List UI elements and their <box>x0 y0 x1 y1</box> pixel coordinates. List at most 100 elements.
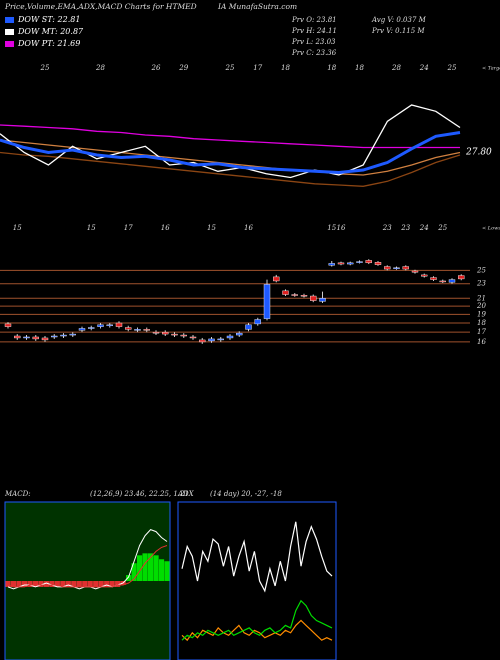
legend-label: DOW ST: 22.81 <box>17 15 80 24</box>
candle-body <box>134 329 141 331</box>
target-label: 25 <box>447 64 457 72</box>
candle-body <box>152 331 160 334</box>
candle-body <box>337 262 345 265</box>
histogram-bar <box>164 561 170 581</box>
volume-stat: Prv V: 0.115 M <box>371 27 425 35</box>
candle-body <box>171 333 178 336</box>
series-line <box>7 545 168 588</box>
series-line <box>0 131 461 175</box>
candle-body <box>328 263 335 266</box>
y-tick-label: 23 <box>476 280 486 288</box>
chart-title: Price,Volume,EMA,ADX,MACD Charts for HTM… <box>4 2 197 11</box>
histogram-bar <box>32 581 39 587</box>
candle-body <box>115 322 123 327</box>
candle-body <box>23 336 30 339</box>
candle-body <box>88 327 95 329</box>
candle-body <box>430 277 437 280</box>
candle-body <box>180 334 187 337</box>
x-tick-label: 24 <box>419 224 429 232</box>
candle-body <box>4 323 12 327</box>
histogram-bar <box>16 581 22 587</box>
candle-body <box>78 328 86 331</box>
histogram-bar <box>65 581 71 587</box>
histogram-bar <box>76 581 82 587</box>
histogram-bar <box>142 553 148 581</box>
y-tick-label: 17 <box>477 328 486 336</box>
candle-body <box>226 335 234 339</box>
target-label: 28 <box>95 64 105 72</box>
histogram-bar <box>43 581 49 587</box>
note: < Targe <box>482 66 500 72</box>
panel-params: (14 day) 20, -27, -18 <box>210 490 282 498</box>
candle-body <box>97 324 104 327</box>
candle-body <box>310 295 317 301</box>
histogram-bar <box>136 555 143 581</box>
y-tick-label: 18 <box>477 319 486 327</box>
legend-label: DOW MT: 20.87 <box>17 27 84 36</box>
histogram-bar <box>98 581 104 587</box>
series-line <box>181 599 333 641</box>
candle-body <box>384 266 391 270</box>
target-label: 18 <box>355 64 364 72</box>
x-tick-label: 16 <box>337 224 346 232</box>
prev-stat: Prv C: 23.36 <box>291 49 337 57</box>
target-label: 18 <box>327 64 336 72</box>
x-tick-label: 15 <box>13 224 22 232</box>
histogram-bar <box>131 563 137 581</box>
end-label: 27.80 <box>465 148 492 158</box>
series-line <box>0 124 460 149</box>
candle-body <box>393 267 400 269</box>
candle-body <box>51 335 58 338</box>
candle-body <box>254 319 261 325</box>
histogram-bar <box>153 555 159 581</box>
candle-body <box>282 290 289 295</box>
prev-stat: Prv H: 24.11 <box>291 27 337 35</box>
histogram-bar <box>5 581 11 587</box>
candle-body <box>106 324 113 327</box>
candle-body <box>125 327 132 330</box>
candle-body <box>273 276 280 282</box>
target-label: 17 <box>253 64 262 72</box>
series-line <box>0 104 461 179</box>
candle-body <box>439 280 446 283</box>
legend-swatch <box>5 17 14 23</box>
candle-body <box>365 260 372 264</box>
candle-body <box>60 334 67 337</box>
x-tick-label: 23 <box>400 224 410 232</box>
candle-body <box>143 329 150 331</box>
candle-body <box>236 332 243 336</box>
prev-stat: Prv L: 23.03 <box>291 38 336 46</box>
candle-body <box>411 270 419 273</box>
candle-body <box>32 336 39 340</box>
candle-body <box>458 275 465 280</box>
target-label: 28 <box>391 64 401 72</box>
candle-body <box>245 324 252 330</box>
candle-body <box>319 298 326 302</box>
histogram-bar <box>38 581 44 587</box>
histogram-bar <box>54 581 60 587</box>
candle-body <box>263 284 271 319</box>
y-tick-label: 16 <box>477 338 486 346</box>
series-line <box>181 521 333 593</box>
prev-stat: Prv O: 23.81 <box>291 16 337 24</box>
candle-body <box>208 338 215 342</box>
histogram-bar <box>93 581 99 587</box>
candle-body <box>217 338 224 341</box>
x-tick-label: 16 <box>244 224 253 232</box>
y-tick-label: 20 <box>476 302 486 310</box>
target-label: 26 <box>151 64 161 72</box>
y-tick-label: 21 <box>476 294 486 302</box>
target-label: 25 <box>225 64 235 72</box>
histogram-bar <box>71 581 77 587</box>
candle-body <box>356 261 363 263</box>
y-tick-label: 19 <box>477 310 486 318</box>
panel-title: MACD: <box>4 490 31 498</box>
panel-title: ADX <box>177 490 195 498</box>
x-tick-label: 25 <box>437 224 447 232</box>
panel <box>177 501 337 660</box>
x-tick-label: 15 <box>87 224 96 232</box>
candle-body <box>402 266 409 270</box>
candle-body <box>69 333 76 336</box>
x-tick-label: 15 <box>207 224 216 232</box>
target-label: 18 <box>281 64 290 72</box>
